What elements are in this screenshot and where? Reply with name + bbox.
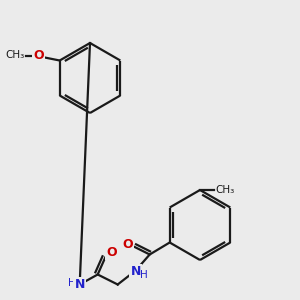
Text: H: H <box>68 278 76 287</box>
Text: O: O <box>122 238 133 251</box>
Text: CH₃: CH₃ <box>5 50 25 61</box>
Text: N: N <box>130 265 141 278</box>
Text: CH₃: CH₃ <box>215 185 234 195</box>
Text: H: H <box>140 271 148 281</box>
Text: O: O <box>33 49 44 62</box>
Text: O: O <box>106 246 117 259</box>
Text: N: N <box>74 278 85 291</box>
